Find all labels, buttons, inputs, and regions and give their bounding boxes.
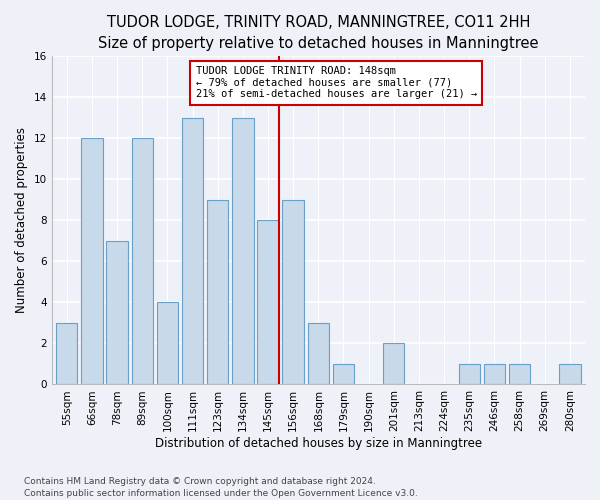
Bar <box>56 323 77 384</box>
Y-axis label: Number of detached properties: Number of detached properties <box>15 128 28 314</box>
Bar <box>383 344 404 384</box>
Bar <box>207 200 229 384</box>
Title: TUDOR LODGE, TRINITY ROAD, MANNINGTREE, CO11 2HH
Size of property relative to de: TUDOR LODGE, TRINITY ROAD, MANNINGTREE, … <box>98 15 539 51</box>
Bar <box>559 364 581 384</box>
Bar <box>333 364 354 384</box>
Bar <box>458 364 480 384</box>
Bar <box>308 323 329 384</box>
Bar <box>157 302 178 384</box>
Bar <box>257 220 279 384</box>
Bar <box>484 364 505 384</box>
X-axis label: Distribution of detached houses by size in Manningtree: Distribution of detached houses by size … <box>155 437 482 450</box>
Text: TUDOR LODGE TRINITY ROAD: 148sqm
← 79% of detached houses are smaller (77)
21% o: TUDOR LODGE TRINITY ROAD: 148sqm ← 79% o… <box>196 66 477 100</box>
Bar <box>509 364 530 384</box>
Bar <box>106 241 128 384</box>
Bar <box>283 200 304 384</box>
Text: Contains HM Land Registry data © Crown copyright and database right 2024.
Contai: Contains HM Land Registry data © Crown c… <box>24 476 418 498</box>
Bar <box>232 118 254 384</box>
Bar <box>131 138 153 384</box>
Bar <box>81 138 103 384</box>
Bar <box>182 118 203 384</box>
